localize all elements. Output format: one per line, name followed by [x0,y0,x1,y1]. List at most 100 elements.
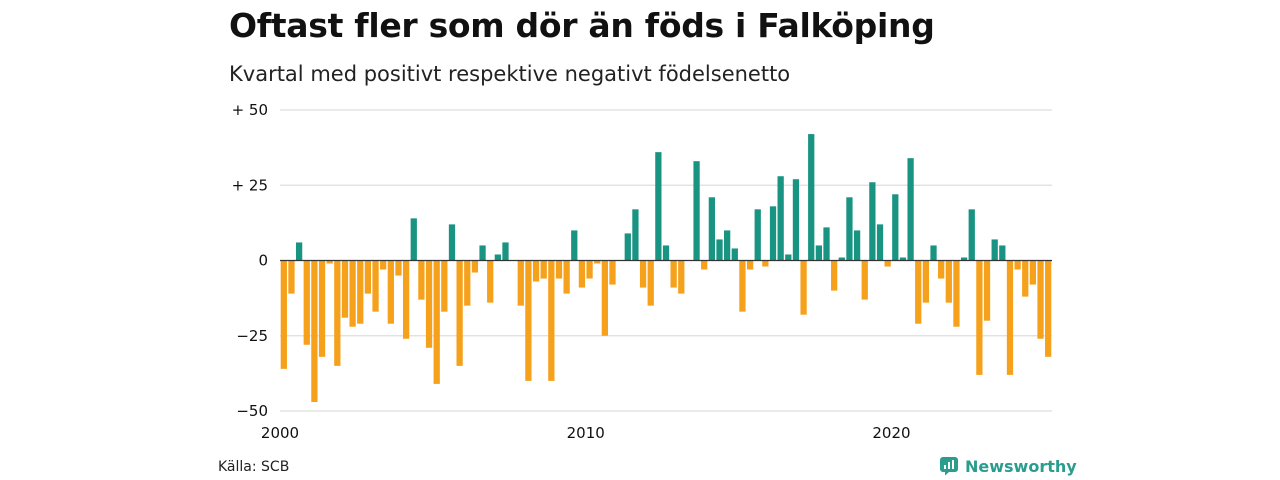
bar [395,260,402,276]
bar [999,245,1006,261]
bar [838,257,845,261]
bar [922,260,930,303]
bar [517,260,524,306]
chart-subtitle: Kvartal med positivt respektive negativt… [229,62,791,86]
bar [876,224,884,261]
y-tick-label: 0 [258,252,268,270]
bar [968,209,975,261]
bar [1006,260,1014,375]
y-tick-label: −50 [236,402,268,420]
bar [341,260,349,318]
bar [418,260,425,300]
bar [326,260,333,264]
bar [762,260,769,267]
bar [540,260,547,279]
bar [708,197,715,261]
bar [915,260,922,324]
bar [938,260,945,279]
bar [991,239,998,261]
bar [624,233,631,261]
source-note: Källa: SCB [218,459,290,475]
bar [662,245,670,261]
bar [288,260,295,294]
grid-lines [280,109,1052,412]
bar [532,260,540,282]
bar [823,227,830,261]
bar [433,260,440,384]
bar [693,161,700,261]
bar [831,260,838,291]
bar [716,239,723,261]
x-tick-label: 2010 [567,424,605,442]
bar [571,230,578,261]
bar [785,254,792,261]
bar [1037,260,1044,339]
bar [548,260,555,381]
bar [754,209,761,261]
y-tick-label: + 50 [232,101,268,119]
bar [746,260,754,270]
bar [815,245,823,261]
bar [869,182,876,261]
bars [280,134,1052,402]
bar [777,176,784,261]
bar [808,134,815,261]
bar [525,260,532,381]
bar [456,260,463,366]
bar [295,242,303,261]
bar [739,260,746,312]
bar [701,260,708,270]
bar [792,179,800,261]
bar [639,260,647,288]
bar [983,260,991,321]
bar [945,260,952,303]
bar [318,260,326,357]
bar [846,197,853,261]
bar [555,260,563,279]
bar [471,260,479,273]
bar [884,260,891,267]
bar [1045,260,1052,357]
bar [402,260,410,339]
bar [380,260,387,270]
bar [364,260,372,294]
bar [487,260,494,303]
bar [899,257,907,261]
bar [303,260,310,345]
bar [425,260,433,348]
bar [494,254,501,261]
brand-name: Newsworthy [965,456,1077,476]
bar [280,260,287,369]
bar [670,260,677,288]
bar [448,224,456,261]
bar [357,260,364,324]
bar [953,260,960,327]
bar [1022,260,1029,297]
bar [1014,260,1021,270]
bar [479,245,486,261]
bar [502,242,509,261]
bar [655,152,662,261]
bar [563,260,570,294]
brand-logo: Newsworthy [939,456,1077,476]
bar [464,260,471,306]
bar [976,260,983,375]
bar [609,260,616,285]
y-tick-label: + 25 [232,176,268,194]
bar [410,218,417,261]
bar [892,194,899,261]
bar [861,260,868,300]
bar [724,230,731,261]
x-tick-labels: 2000 2010 2020 [261,424,911,442]
chart-title: Oftast fler som dör än föds i Falköping [229,6,935,45]
x-tick-label: 2020 [872,424,910,442]
bar [578,260,586,288]
bar [647,260,654,306]
bar [731,248,738,261]
bar [632,209,639,261]
newsworthy-chart-icon [940,457,958,476]
bar [769,206,777,261]
bar [930,245,937,261]
bar [586,260,593,279]
